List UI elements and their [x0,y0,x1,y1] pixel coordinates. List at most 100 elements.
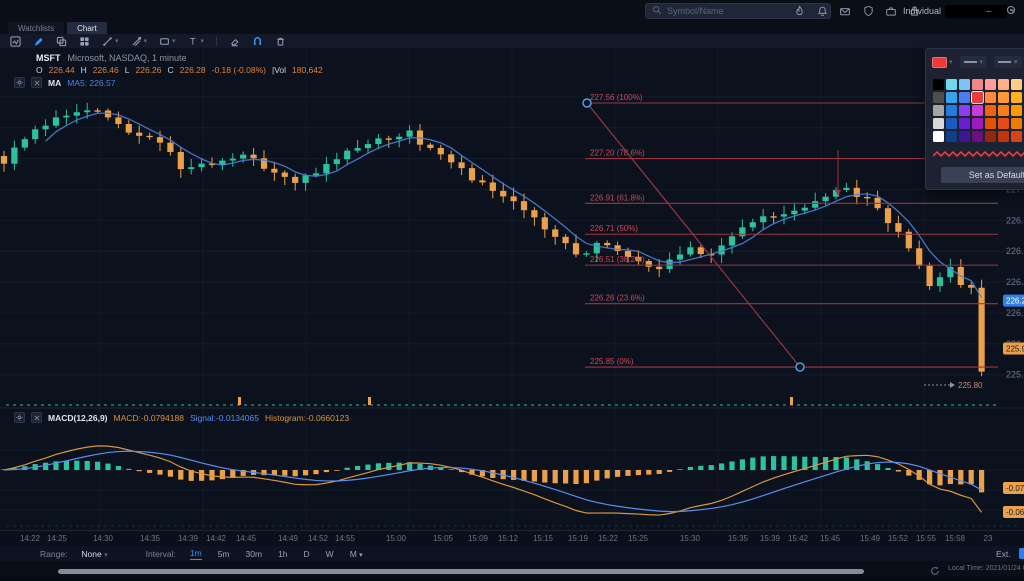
palette-color[interactable] [959,92,970,103]
palette-color[interactable] [998,92,1009,103]
trendline-tool-button[interactable]: ▾ [102,36,119,47]
magnet-tool-button[interactable] [252,36,263,47]
palette-color[interactable] [998,118,1009,129]
account-menu[interactable]: Individual ▾ [903,0,1015,22]
palette-color[interactable] [972,118,983,129]
extended-hours-chip[interactable] [1019,548,1024,559]
palette-color[interactable] [959,79,970,90]
search-input[interactable] [667,6,824,16]
line-width-preview [963,61,977,63]
text-tool-button[interactable]: T ▾ [189,36,205,47]
palette-color[interactable] [1011,92,1022,103]
line-width-select[interactable]: ▾ [959,56,988,68]
mail-icon[interactable] [838,4,852,18]
lock-icon[interactable] [907,4,921,18]
draw-pencil-button[interactable] [33,36,44,47]
time-tick: 14:39 [177,534,199,543]
palette-color[interactable] [959,118,970,129]
horizontal-scrollbar[interactable] [58,569,864,574]
ma-value: MA5: 226.57 [67,77,116,88]
interval-M[interactable]: M ▾ [349,548,363,559]
palette-color[interactable] [1011,131,1022,142]
ma-close-button[interactable] [31,77,42,88]
interval-5m[interactable]: 5m [217,548,230,559]
layout-grid-button[interactable] [79,36,90,47]
line-style-select[interactable]: ▾ [994,56,1022,68]
palette-color[interactable] [971,91,984,104]
interval-1m[interactable]: 1m [189,547,202,560]
palette-color[interactable] [946,105,957,116]
palette-color[interactable] [1011,79,1022,90]
delete-drawings-button[interactable] [275,36,286,47]
minimize-button[interactable]: – [986,5,992,17]
palette-color[interactable] [998,131,1009,142]
compare-button[interactable] [56,36,67,47]
ma-settings-button[interactable] [14,77,25,88]
ohlc-key: H [80,65,87,75]
palette-color[interactable] [959,131,970,142]
chart-canvas[interactable]: 227.56 (100%) 227.20 (78.6%) 226.91 (61.8%… [0,48,1024,530]
palette-color[interactable] [972,131,983,142]
account-label: Individual [903,6,942,16]
eraser-tool-button[interactable] [229,36,240,47]
symbol-header: MSFT Microsoft, NASDAQ, 1 minute [36,53,187,63]
color-swatch-dropdown[interactable]: ▾ [932,56,953,68]
fib-anchor-handle[interactable] [582,98,592,108]
macd-settings-button[interactable] [14,412,25,423]
time-tick: 14:55 [334,534,356,543]
shapes-tool-button[interactable]: ▾ [159,36,176,47]
flame-icon[interactable] [792,4,806,18]
ohlc-readout: O 226.44 H 226.46 L 226.26 C 226.28 -0.18 (-0.08… [36,65,323,75]
palette-color[interactable] [946,92,957,103]
macd-line [3,445,983,516]
palette-color[interactable] [946,79,957,90]
interval-30m[interactable]: 30m [245,548,263,559]
palette-color[interactable] [1011,105,1022,116]
range-select[interactable]: None ▾ [81,548,108,559]
palette-color[interactable] [933,79,944,90]
palette-color[interactable] [985,131,996,142]
window-controls: – [986,0,1016,22]
palette-color[interactable] [946,118,957,129]
chart-area: 227.56 (100%) 227.20 (78.6%) 226.91 (61.8%… [0,48,1024,530]
palette-color[interactable] [1011,118,1022,129]
window-icon[interactable] [1006,5,1016,18]
interval-D[interactable]: D [303,548,310,559]
time-tick: 15:49 [859,534,881,543]
time-tick: 15:05 [432,534,454,543]
palette-color[interactable] [985,92,996,103]
symbol-search[interactable] [645,3,831,19]
briefcase-icon[interactable] [884,4,898,18]
volume-blip [238,397,241,405]
shield-icon[interactable] [861,4,875,18]
set-as-default-button[interactable]: Set as Default [941,167,1024,183]
palette-color[interactable] [998,105,1009,116]
palette-color[interactable] [985,118,996,129]
time-tick: 15:30 [679,534,701,543]
interval-W[interactable]: W [325,548,334,559]
refresh-icon[interactable] [930,563,940,581]
palette-color[interactable] [933,118,944,129]
palette-color[interactable] [972,105,983,116]
palette-color[interactable] [946,131,957,142]
palette-color[interactable] [985,79,996,90]
extended-hours-toggle[interactable]: Ext. [996,548,1011,559]
time-axis[interactable]: 14:22 14:25 14:30 14:35 14:39 14:42 14:45 14:49… [0,530,1024,546]
chart-type-button[interactable] [10,35,21,47]
time-tick: 14:49 [277,534,299,543]
palette-color[interactable] [985,105,996,116]
tab-watchlists[interactable]: Watchlists [8,22,65,34]
palette-color[interactable] [933,92,944,103]
tab-chart[interactable]: Chart [67,22,107,34]
palette-color[interactable] [959,105,970,116]
palette-color[interactable] [972,79,983,90]
macd-close-button[interactable] [31,412,42,423]
palette-color[interactable] [933,131,944,142]
palette-color[interactable] [998,79,1009,90]
bell-icon[interactable] [815,4,829,18]
fib-anchor-handle[interactable] [795,362,805,372]
chevron-down-icon: ▾ [979,58,984,66]
interval-1h[interactable]: 1h [278,548,288,559]
palette-color[interactable] [933,105,944,116]
pitchfork-tool-button[interactable]: ▾ [131,36,147,47]
